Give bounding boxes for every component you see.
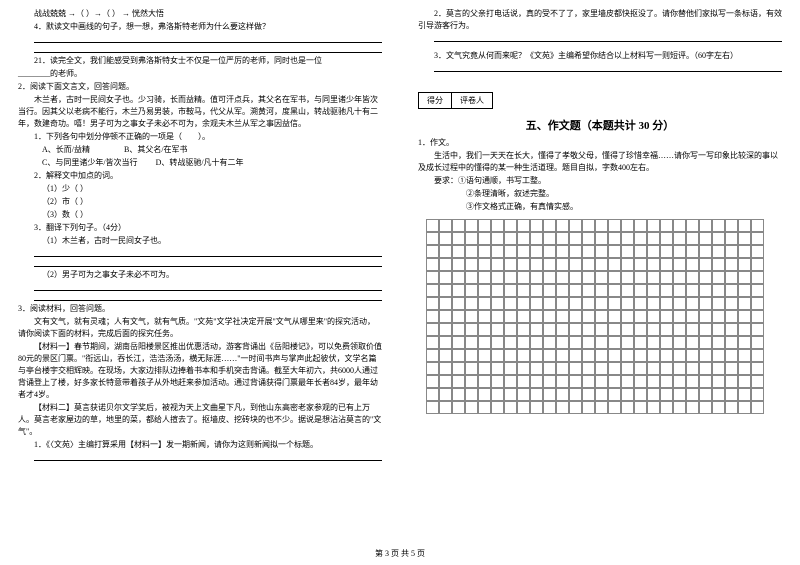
opt-d-text: D、转战驱驰/凡十有二年 xyxy=(156,158,244,167)
w2: 生活中，我们一天天在长大，懂得了孝敬父母，懂得了珍惜幸福……请你写一写印象比较深… xyxy=(418,150,782,174)
q2-3b: （2）男子可为之事女子未必不可为。 xyxy=(18,269,382,281)
w4: ②条理清晰，叙述完整。 xyxy=(418,188,782,200)
passage: 木兰者，古时一民间女子也。少习骑，长而益精。值可汗点兵，其父名在军书，与同里诸少… xyxy=(18,94,382,130)
p3-2: 【材料一】春节期间，湖南岳阳楼景区推出优惠活动，游客背诵出《岳阳楼记》，可以免费… xyxy=(18,341,382,401)
q2-2: 2．解释文中加点的词。 xyxy=(18,170,382,182)
w5: ③作文格式正确，有真情实感。 xyxy=(418,201,782,213)
answer-line[interactable] xyxy=(34,45,382,53)
q2-2c[interactable]: （3）数（ ） xyxy=(18,209,382,221)
text-line: 战战兢兢 →（ ）→（ ） → 恍然大悟 xyxy=(18,8,382,20)
score-label: 得分 xyxy=(419,93,452,108)
p3-1: 文有文气，就有灵魂；人有文气，就有气质。"文苑"文学社决定开展"文气从哪里来"的… xyxy=(18,316,382,340)
q2-title: 2．阅读下面文言文，回答问题。 xyxy=(18,81,382,93)
opt-c-text: C、与同里诸少年/皆次当行 xyxy=(42,158,138,167)
answer-line[interactable] xyxy=(34,453,382,461)
q3-title: 3．阅读材料，回答问题。 xyxy=(18,303,382,315)
right-column: 2．莫言的父亲打电话说，真的受不了了，家里墙皮都快抠没了。请你替他们家拟写一条标… xyxy=(400,0,800,540)
option-a: A、长而/益精 B、其父名/在军书 xyxy=(18,144,382,156)
w1: 1．作文。 xyxy=(418,137,782,149)
section-5-title: 五、作文题（本题共计 30 分） xyxy=(418,117,782,133)
q2-2b[interactable]: （2）市（ ） xyxy=(18,196,382,208)
option-c: C、与同里诸少年/皆次当行 D、转战驱驰/凡十有二年 xyxy=(18,157,382,169)
answer-line[interactable] xyxy=(34,35,382,43)
essay-grid[interactable] xyxy=(426,219,782,414)
answer-line[interactable] xyxy=(34,259,382,267)
q2-3: 3．翻译下列句子。（4分） xyxy=(18,222,382,234)
left-column: 战战兢兢 →（ ）→（ ） → 恍然大悟 4．默读文中画线的句子，想一想，弗洛斯… xyxy=(0,0,400,540)
q3-1: 1．《〈文苑〉主编打算采用【材料一】发一期新闻，请你为这则新闻拟一个标题。 xyxy=(18,439,382,451)
grader-label: 评卷人 xyxy=(452,93,492,108)
r1: 2．莫言的父亲打电话说，真的受不了了，家里墙皮都快抠没了。请你替他们家拟写一条标… xyxy=(418,8,782,32)
question-21: 21．读完全文，我们能感受到弗洛斯特女士不仅是一位严厉的老师，同时也是一位 xyxy=(18,55,382,67)
answer-line[interactable] xyxy=(34,283,382,291)
opt-b-text: B、其父名/在军书 xyxy=(124,145,188,154)
answer-line[interactable] xyxy=(34,293,382,301)
answer-line[interactable] xyxy=(34,249,382,257)
blank-line: ________的老师。 xyxy=(18,68,382,80)
answer-line[interactable] xyxy=(434,64,782,72)
p3-3: 【材料二】莫言获诺贝尔文学奖后，被视为天上文曲星下凡，到他山东高密老家参观的已有… xyxy=(18,402,382,438)
q2-1: 1．下列各句中划分停顿不正确的一项是（ ）。 xyxy=(18,131,382,143)
q2-3a: （1）木兰者，古时一民间女子也。 xyxy=(18,235,382,247)
page-footer: 第 3 页 共 5 页 xyxy=(0,548,800,559)
question-4: 4．默读文中画线的句子，想一想，弗洛斯特老师为什么要这样做？ xyxy=(18,21,382,33)
w3: 要求：①语句通顺，书写工整。 xyxy=(418,175,782,187)
opt-a-text: A、长而/益精 xyxy=(42,145,90,154)
score-box: 得分 评卷人 xyxy=(418,92,493,109)
r2: 3．文气究竟从何而来呢？《文苑》主编希望你结合以上材料写一则短评。（60字左右） xyxy=(418,50,782,62)
answer-line[interactable] xyxy=(434,34,782,42)
q2-2a[interactable]: （1）少（ ） xyxy=(18,183,382,195)
